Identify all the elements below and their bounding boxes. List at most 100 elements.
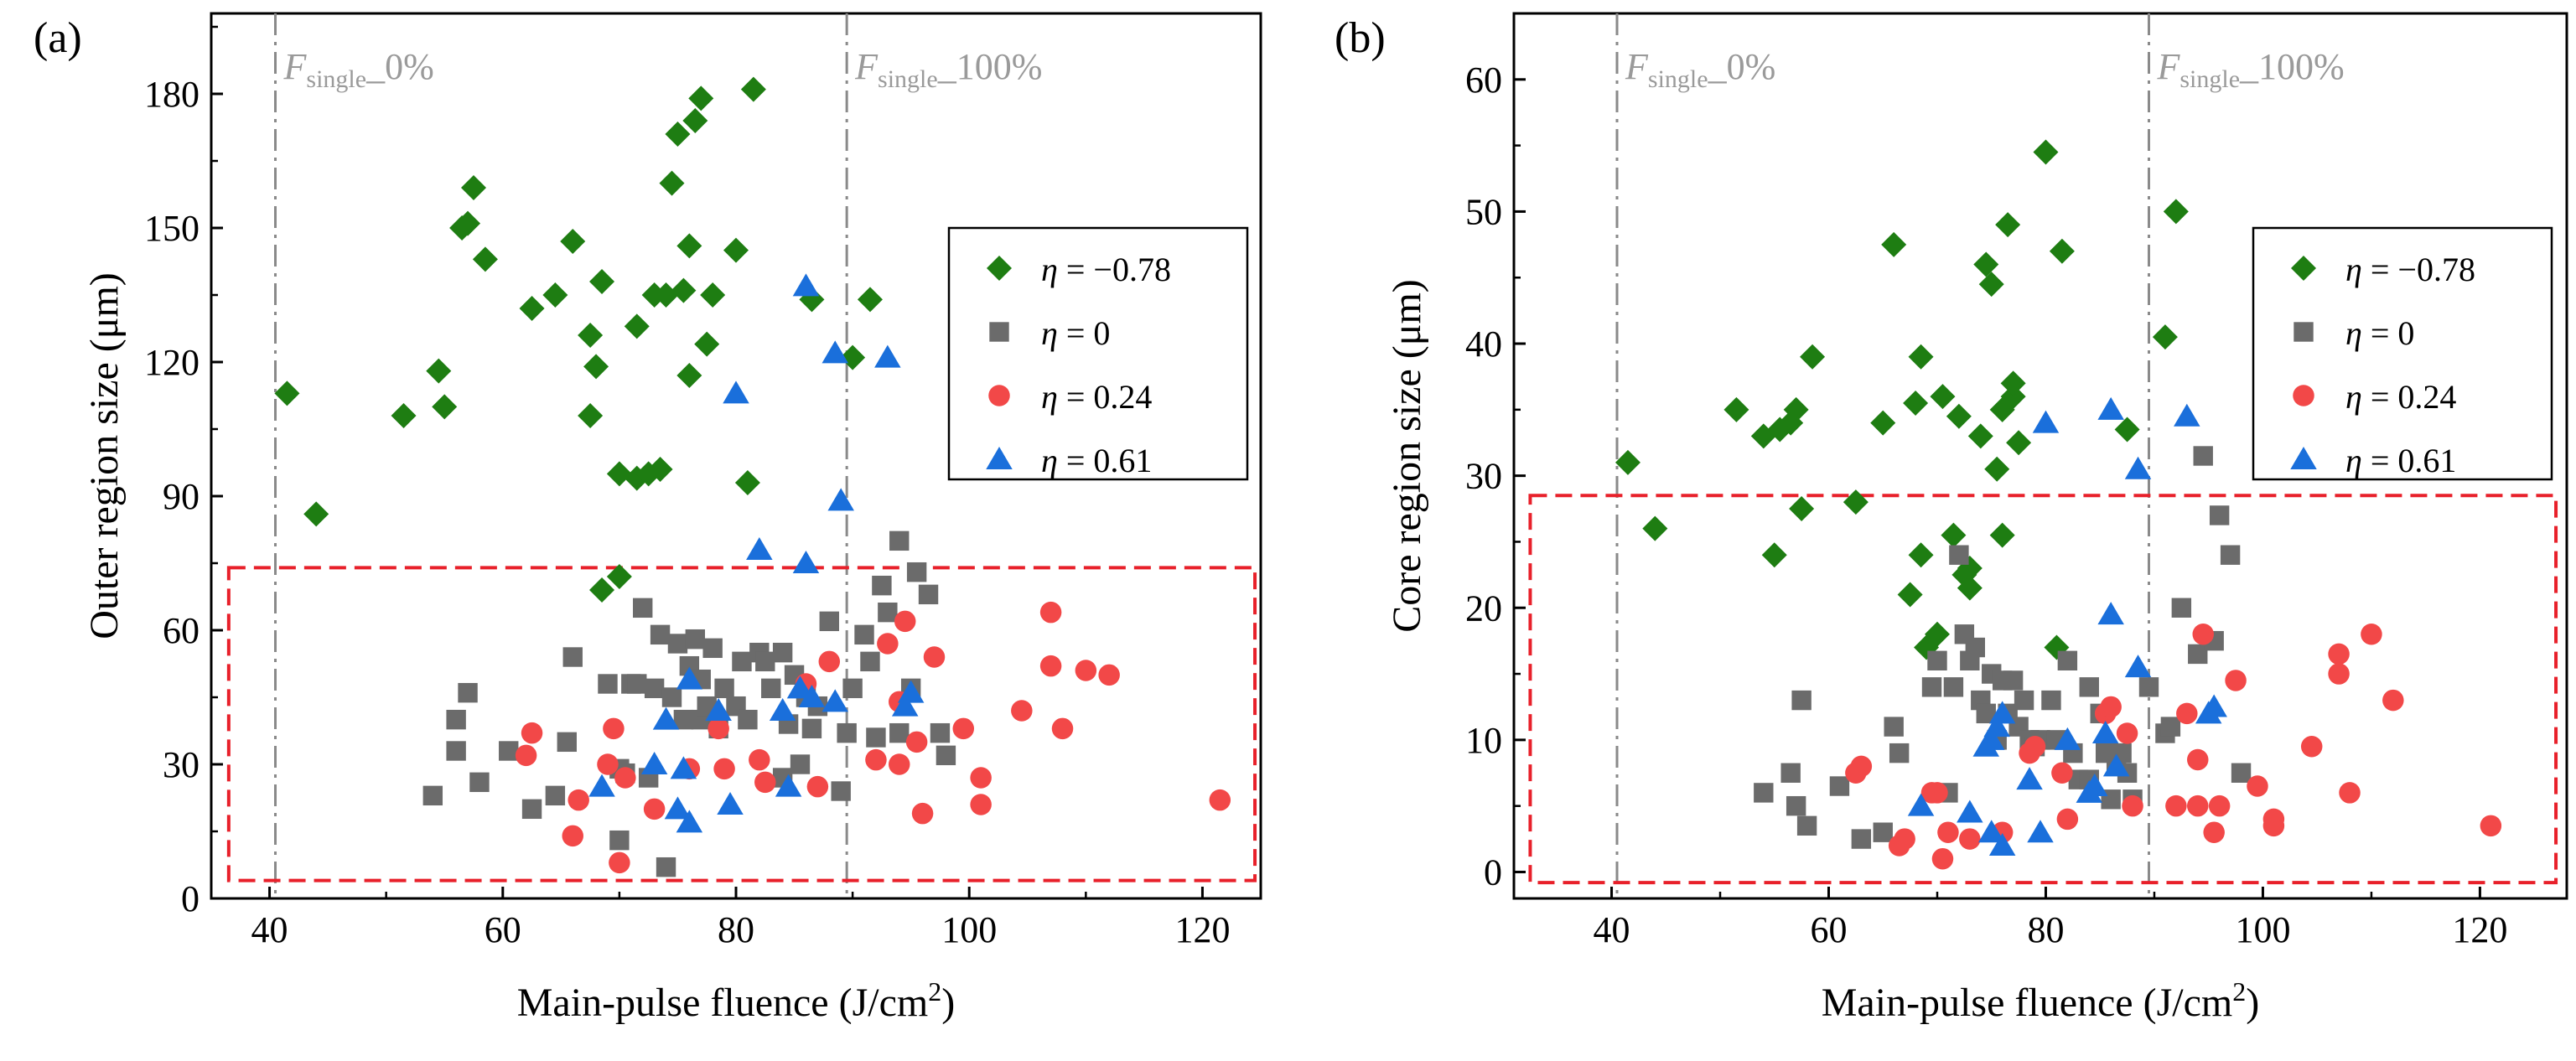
data-point-triangle-b (1977, 820, 2005, 843)
panel-label-b: (b) (1335, 14, 1386, 62)
data-point-triangle-a (769, 698, 796, 721)
highlight-box-a (226, 566, 1257, 882)
data-point-square-b (1889, 743, 1910, 763)
data-point-triangle-b (1983, 714, 2010, 738)
data-point-diamond-b (1870, 410, 1896, 436)
data-point-square-b (1884, 717, 1904, 737)
data-point-square-a (458, 682, 478, 703)
data-point-diamond-a (606, 564, 632, 589)
data-point-square-b (1829, 776, 1850, 796)
data-point-square-a (446, 709, 466, 730)
legend-marker-b (2290, 447, 2317, 469)
data-point-square-a (598, 674, 618, 694)
data-point-diamond-a (303, 501, 329, 527)
data-point-triangle-a (827, 488, 854, 511)
data-point-square-a (644, 678, 665, 699)
data-point-diamond-b (2114, 417, 2140, 443)
data-point-triangle-b (2102, 753, 2130, 777)
x-axis-title-b: Main-pulse fluence (J/cm2) (1822, 976, 2259, 1025)
data-point-diamond-a (274, 380, 300, 406)
data-point-circle-b (2176, 702, 2198, 725)
legend-label-a: η = 0 (1041, 314, 1110, 352)
data-point-square-a (936, 745, 956, 766)
vline-label-a: Fsingle_0% (283, 46, 434, 93)
x-tick-label-b: 100 (2235, 909, 2290, 950)
data-point-circle-b (2361, 624, 2382, 645)
legend-marker-a (987, 256, 1012, 281)
data-point-circle-a (597, 753, 619, 775)
data-point-diamond-a (840, 344, 866, 370)
data-point-triangle-b (2124, 655, 2152, 678)
data-point-circle-a (1039, 601, 1062, 624)
data-point-triangle-b (2097, 396, 2124, 420)
data-point-diamond-a (432, 394, 458, 420)
data-point-circle-b (1850, 755, 1873, 778)
data-point-square-b (1965, 637, 1986, 658)
data-point-circle-b (1937, 821, 1959, 843)
data-point-square-a (889, 530, 910, 551)
data-point-circle-a (923, 646, 946, 668)
data-point-diamond-a (740, 76, 766, 102)
data-point-circle-a (1051, 717, 1074, 740)
data-point-circle-b (2024, 735, 2046, 758)
data-point-square-a (906, 562, 927, 582)
data-point-square-a (422, 785, 443, 806)
data-point-diamond-b (2152, 324, 2178, 350)
x-tick-label-a: 80 (718, 909, 754, 950)
data-point-square-b (2057, 650, 2078, 670)
data-point-diamond-a (589, 577, 615, 603)
data-point-circle-b (2192, 624, 2214, 645)
data-point-square-b (1851, 829, 1872, 849)
legend-label-b: η = −0.78 (2345, 251, 2475, 288)
data-point-square-b (1921, 677, 1942, 697)
data-point-square-a (521, 799, 542, 820)
data-point-diamond-a (624, 313, 650, 339)
y-tick-label-b: 20 (1465, 587, 1502, 629)
y-tick-label-a: 60 (163, 610, 200, 651)
data-point-square-b (2014, 690, 2034, 711)
x-tick-label-a: 40 (251, 909, 288, 950)
data-point-triangle-a (798, 685, 826, 707)
data-point-circle-b (2187, 748, 2209, 771)
data-point-diamond-a (391, 403, 417, 428)
data-point-circle-a (1098, 664, 1120, 686)
data-point-square-b (2188, 644, 2208, 665)
vline-label-b: Fsingle_0% (1625, 46, 1775, 93)
legend-marker-a (988, 385, 1010, 406)
plot-frame-b (1512, 12, 2568, 900)
data-point-triangle-a (652, 706, 680, 730)
data-point-square-b (2138, 677, 2159, 697)
data-point-diamond-a (723, 237, 749, 263)
data-point-diamond-a (676, 363, 702, 388)
data-point-diamond-b (1783, 396, 1809, 422)
data-point-diamond-a (589, 269, 615, 294)
data-point-triangle-b (2054, 727, 2081, 750)
data-point-circle-a (1039, 655, 1062, 677)
data-point-square-a (801, 718, 822, 739)
data-point-diamond-b (1908, 542, 1934, 568)
data-point-circle-a (905, 731, 928, 753)
data-point-circle-a (643, 798, 666, 820)
data-point-diamond-a (472, 246, 498, 272)
data-point-circle-a (562, 825, 583, 847)
data-point-square-a (878, 602, 898, 623)
data-point-diamond-b (1967, 423, 1993, 449)
data-point-diamond-b (1924, 621, 1950, 647)
data-point-circle-a (865, 748, 887, 771)
data-point-diamond-a (461, 175, 486, 200)
y-tick-label-a: 180 (144, 74, 200, 115)
data-point-diamond-b (1615, 449, 1640, 475)
data-point-square-a (627, 674, 647, 694)
data-point-diamond-b (1800, 344, 1826, 370)
data-point-diamond-b (2000, 384, 2026, 410)
data-point-diamond-a (688, 85, 714, 111)
data-point-circle-a (911, 802, 934, 825)
data-point-triangle-b (1977, 727, 2005, 750)
data-point-circle-a (889, 753, 910, 775)
data-point-diamond-a (665, 122, 691, 147)
data-point-diamond-b (1984, 456, 2010, 482)
data-point-square-a (738, 709, 758, 730)
data-point-diamond-a (519, 296, 545, 321)
data-point-circle-a (952, 717, 975, 740)
data-point-diamond-a (676, 233, 702, 259)
